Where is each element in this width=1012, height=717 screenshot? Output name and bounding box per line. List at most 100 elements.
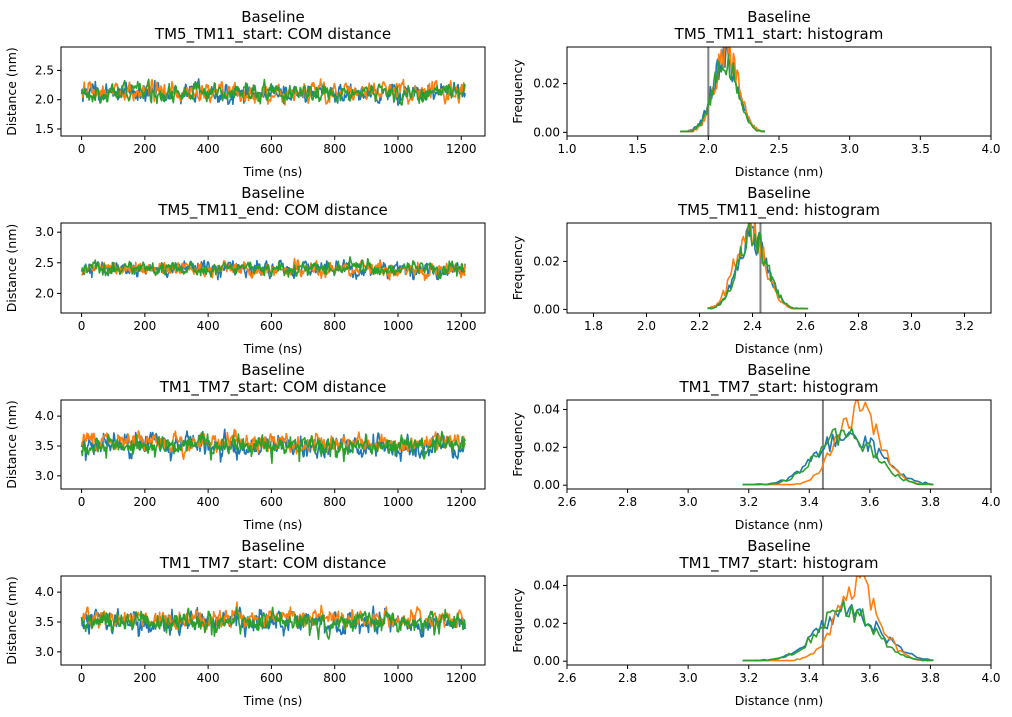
axes-frame (566, 46, 992, 137)
y-tick-label: 0.04 (533, 578, 560, 592)
plot-area (80, 256, 466, 282)
y-tick-label: 3.0 (35, 225, 54, 239)
y-axis-label: Distance (nm) (4, 224, 19, 312)
x-tick-label: 0 (78, 671, 86, 685)
subplot-title-line-1: Baseline (747, 8, 811, 26)
x-tick-label: 3.6 (860, 495, 879, 509)
subplot-title-line-1: Baseline (747, 184, 811, 202)
x-tick-label: 0 (78, 142, 86, 156)
x-tick-label: 2.8 (849, 319, 868, 333)
x-tick-label: 400 (197, 495, 220, 509)
x-tick-label: 1000 (383, 495, 414, 509)
y-tick-label: 3.0 (35, 645, 54, 659)
plot-area (679, 47, 766, 136)
y-axis-label: Frequency (510, 235, 525, 300)
y-axis-label: Frequency (510, 412, 525, 477)
x-tick-label: 400 (197, 671, 220, 685)
x-tick-label: 3.0 (902, 319, 921, 333)
x-tick-label: 3.8 (921, 671, 940, 685)
series-1-line (742, 599, 934, 662)
x-tick-label: 200 (133, 671, 156, 685)
x-tick-label: 0 (78, 319, 86, 333)
axes-frame (60, 575, 486, 666)
x-tick-label: 3.8 (921, 495, 940, 509)
x-tick-label: 600 (260, 142, 283, 156)
axes-frame (566, 575, 992, 666)
y-axis-label: Frequency (510, 59, 525, 124)
x-tick-label: 1000 (383, 319, 414, 333)
x-tick-label: 400 (197, 142, 220, 156)
y-tick-label: 0.02 (533, 77, 560, 91)
plot-area (742, 400, 934, 489)
x-tick-label: 2.8 (618, 671, 637, 685)
plot-area (80, 428, 466, 465)
y-tick-label: 0.00 (533, 125, 560, 139)
x-tick-label: 4.0 (981, 671, 1000, 685)
subplot-title-line-2: TM5_TM11_start: COM distance (154, 25, 391, 44)
x-tick-label: 200 (133, 495, 156, 509)
x-tick-label: 3.0 (840, 142, 859, 156)
series-3-line (80, 256, 466, 280)
series-2-line (742, 400, 934, 486)
x-tick-label: 4.0 (981, 495, 1000, 509)
x-tick-label: 400 (197, 319, 220, 333)
subplot-title-line-2: TM1_TM7_start: histogram (678, 378, 878, 397)
series-3-line (707, 223, 809, 310)
x-tick-label: 1200 (446, 319, 477, 333)
x-tick-label: 2.5 (769, 142, 788, 156)
y-tick-label: 2.5 (35, 256, 54, 270)
x-tick-label: 1.5 (628, 142, 647, 156)
x-tick-label: 2.2 (690, 319, 709, 333)
y-tick-label: 3.5 (35, 615, 54, 629)
subplot-title-line-1: Baseline (747, 361, 811, 379)
x-tick-label: 0 (78, 495, 86, 509)
series-1-line (742, 431, 934, 486)
x-tick-label: 2.4 (743, 319, 762, 333)
subplot-title-line-1: Baseline (241, 8, 305, 26)
subplot-title-line-1: Baseline (241, 361, 305, 379)
x-tick-label: 200 (133, 142, 156, 156)
x-tick-label: 2.6 (796, 319, 815, 333)
series-1-line (80, 78, 466, 106)
x-tick-label: 3.0 (679, 495, 698, 509)
x-tick-label: 800 (323, 495, 346, 509)
x-tick-label: 3.5 (911, 142, 930, 156)
x-tick-label: 3.2 (955, 319, 974, 333)
series-2-line (707, 223, 809, 310)
x-tick-label: 1200 (446, 495, 477, 509)
x-tick-label: 1.8 (584, 319, 603, 333)
y-tick-label: 0.00 (533, 302, 560, 316)
y-tick-label: 0.00 (533, 654, 560, 668)
x-tick-label: 2.6 (557, 495, 576, 509)
y-tick-label: 0.02 (533, 254, 560, 268)
x-axis-label: Distance (nm) (735, 693, 823, 708)
axes-frame (566, 399, 992, 490)
subplot-title-line-2: TM5_TM11_start: histogram (674, 25, 884, 44)
y-axis-label: Distance (nm) (4, 576, 19, 664)
x-tick-label: 2.8 (618, 495, 637, 509)
x-tick-label: 3.2 (739, 495, 758, 509)
series-2-line (742, 576, 934, 662)
x-tick-label: 2.0 (699, 142, 718, 156)
x-axis-label: Distance (nm) (735, 164, 823, 179)
series-3-line (680, 53, 766, 133)
y-tick-label: 0.04 (533, 402, 560, 416)
y-tick-label: 3.5 (35, 439, 54, 453)
subplot-title-line-1: Baseline (241, 537, 305, 555)
subplot-title-line-2: TM5_TM11_end: COM distance (157, 201, 387, 220)
x-tick-label: 3.4 (800, 495, 819, 509)
x-axis-label: Distance (nm) (735, 341, 823, 356)
x-axis-label: Time (ns) (243, 693, 303, 708)
subplot-title-line-1: Baseline (241, 184, 305, 202)
subplot-title-line-2: TM5_TM11_end: histogram (677, 201, 880, 220)
series-3-line (80, 430, 466, 465)
x-axis-label: Distance (nm) (735, 517, 823, 532)
plot-area (707, 223, 809, 313)
series-1-line (707, 223, 809, 310)
x-tick-label: 600 (260, 319, 283, 333)
